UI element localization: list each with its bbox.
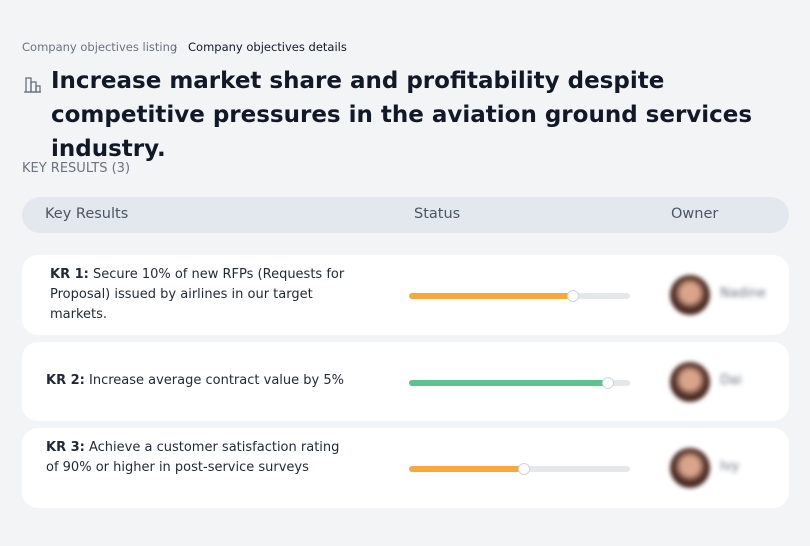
progress-knob [601,376,614,389]
progress-knob [566,290,579,302]
building-icon [24,77,41,93]
owner-name: Nadine [720,286,766,301]
column-header: Key Results [45,206,129,222]
owner-avatar [670,361,710,402]
progress-fill [409,466,524,472]
breadcrumb-link[interactable]: Company objectives listing [22,40,178,54]
breadcrumb-current: Company objectives details [188,40,347,54]
key-result-label: KR 1: [50,267,89,282]
progress-fill [409,293,573,299]
progress-track [409,290,630,302]
column-header: Status [414,206,461,222]
key-result-card[interactable]: KR 3: Achieve a customer satisfaction ra… [22,428,789,508]
progress-track [409,376,630,389]
section-label: KEY RESULTS (3) [22,161,131,176]
progress-fill [409,379,608,386]
key-result-text: KR 1: Secure 10% of new RFPs (Requests f… [50,265,350,325]
key-result-label: KR 2: [46,373,85,388]
breadcrumb-separator: › [173,40,178,54]
key-result-text: KR 2: Increase average contract value by… [46,371,346,391]
key-result-label: KR 3: [46,440,85,455]
objective-title: Increase market share and profitability … [51,68,753,162]
owner-name: Ivy [720,459,740,474]
table-header: Key Results Status Owner [22,197,789,233]
column-header: Owner [671,206,719,222]
key-result-text: KR 3: Achieve a customer satisfaction ra… [46,438,346,478]
progress-knob [517,463,530,475]
owner-name: Dai [720,372,742,388]
progress-track [409,463,630,475]
key-result-description: Increase average contract value by 5% [89,373,344,388]
key-result-description: Achieve a customer satisfaction rating o… [46,440,340,475]
key-result-description: Secure 10% of new RFPs (Requests for Pro… [50,267,345,322]
owner-avatar [670,275,710,315]
key-result-card[interactable]: KR 2: Increase average contract value by… [22,342,789,421]
owner-avatar [670,448,710,488]
key-result-card[interactable]: KR 1: Secure 10% of new RFPs (Requests f… [22,255,789,335]
